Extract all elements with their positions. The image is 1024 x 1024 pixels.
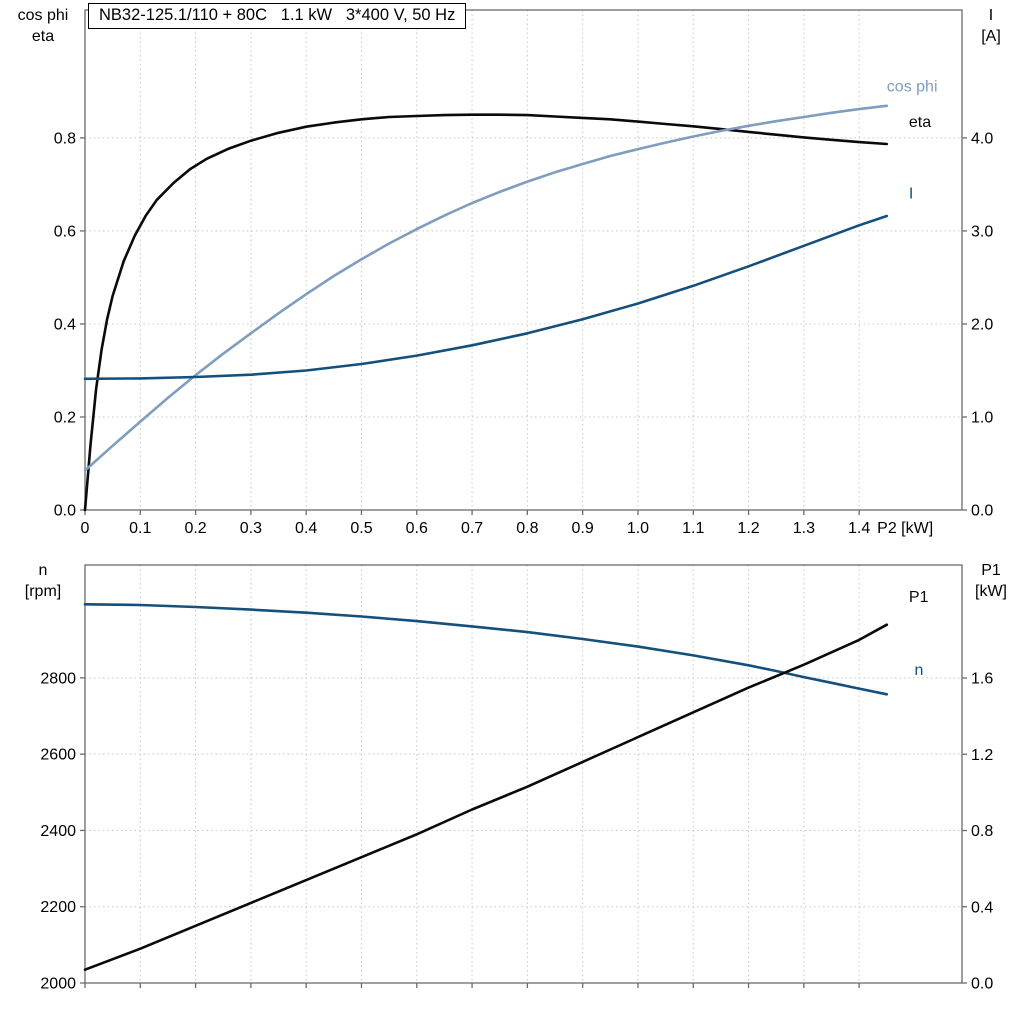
left-tick-label: 0.8 xyxy=(54,130,76,147)
x-tick-label: 1.3 xyxy=(793,520,815,537)
motor-curves-chart: NB32-125.1/110 + 80C 1.1 kW 3*400 V, 50 … xyxy=(18,3,1001,537)
curve-label-eta: eta xyxy=(909,114,931,131)
right-tick-label: 2.0 xyxy=(971,316,993,333)
x-tick-label: 1.1 xyxy=(682,520,704,537)
right-tick-label: 0.4 xyxy=(971,899,993,916)
x-tick-label: 0 xyxy=(81,520,90,537)
motor-curves-plot: 0 0.1 0.2 0.3 0.4 0.5 0.6 0.7 0.8 0.9 1.0 1.1 1.2 1.3… xyxy=(18,7,1001,537)
x-tick-label: 1.4 xyxy=(848,520,870,537)
left-tick-label: 0.2 xyxy=(54,409,76,426)
right-tick-label: 1.6 xyxy=(971,671,993,688)
right-axis-title: P1 xyxy=(981,562,1001,579)
x-tick-label: 0.5 xyxy=(350,520,372,537)
right-tick-label: 0.8 xyxy=(971,823,993,840)
left-axis-title: eta xyxy=(32,28,54,45)
x-tick-label: 1.2 xyxy=(737,520,759,537)
curve-input-power xyxy=(83,623,889,972)
left-axis-title: n xyxy=(39,562,48,579)
x-tick-label: 1.0 xyxy=(627,520,649,537)
right-tick-label: 1.0 xyxy=(971,409,993,426)
curve-speed xyxy=(83,602,889,696)
right-tick-label: 4.0 xyxy=(971,130,993,147)
plot-border xyxy=(84,9,963,511)
left-tick-label: 0.0 xyxy=(54,503,76,520)
left-axis-title: cos phi xyxy=(18,7,69,24)
x-tick-label: 0.8 xyxy=(516,520,538,537)
curve-cos-phi xyxy=(83,104,889,472)
right-tick-label: 1.2 xyxy=(971,747,993,764)
curve-label-current: I xyxy=(909,185,913,202)
speed-power-plot: 2000 2200 2400 2600 2800 0.0 0.4 0.8 1.2 1.6 n [rpm… xyxy=(25,562,1007,993)
x-tick-label: 0.2 xyxy=(184,520,206,537)
left-tick-label: 2800 xyxy=(40,670,76,687)
left-tick-label: 0.4 xyxy=(54,316,76,333)
x-tick-label: 0.1 xyxy=(129,520,151,537)
right-tick-label: 3.0 xyxy=(971,223,993,240)
x-tick-label: 0.3 xyxy=(240,520,262,537)
x-tick-label: 0.9 xyxy=(572,520,594,537)
left-tick-label: 0.6 xyxy=(54,223,76,240)
left-tick-label: 2000 xyxy=(40,976,76,993)
right-axis-title: [A] xyxy=(981,28,1001,45)
plot-border xyxy=(84,564,963,984)
x-axis-unit-label: P2 [kW] xyxy=(877,520,933,537)
speed-power-chart: 2000 2200 2400 2600 2800 0.0 0.4 0.8 1.2 1.6 n [rpm… xyxy=(0,545,1024,1024)
curve-label-speed: n xyxy=(914,662,923,679)
chart-title-box: NB32-125.1/110 + 80C 1.1 kW 3*400 V, 50 … xyxy=(88,3,467,29)
x-tick-label: 0.4 xyxy=(295,520,317,537)
right-tick-label: 0.0 xyxy=(971,503,993,520)
left-tick-label: 2400 xyxy=(40,823,76,840)
x-tick-label: 0.6 xyxy=(406,520,428,537)
curve-current xyxy=(83,214,889,381)
right-axis-title: [kW] xyxy=(975,583,1007,600)
curve-label-cos-phi: cos phi xyxy=(887,78,938,95)
right-axis-title: I xyxy=(989,7,993,24)
right-tick-label: 0.0 xyxy=(971,976,993,993)
curve-label-input-power: P1 xyxy=(909,589,929,606)
curve-eta xyxy=(83,113,889,512)
left-tick-label: 2600 xyxy=(40,747,76,764)
x-tick-label: 0.7 xyxy=(461,520,483,537)
left-axis-title: [rpm] xyxy=(25,583,61,600)
left-tick-label: 2200 xyxy=(40,899,76,916)
